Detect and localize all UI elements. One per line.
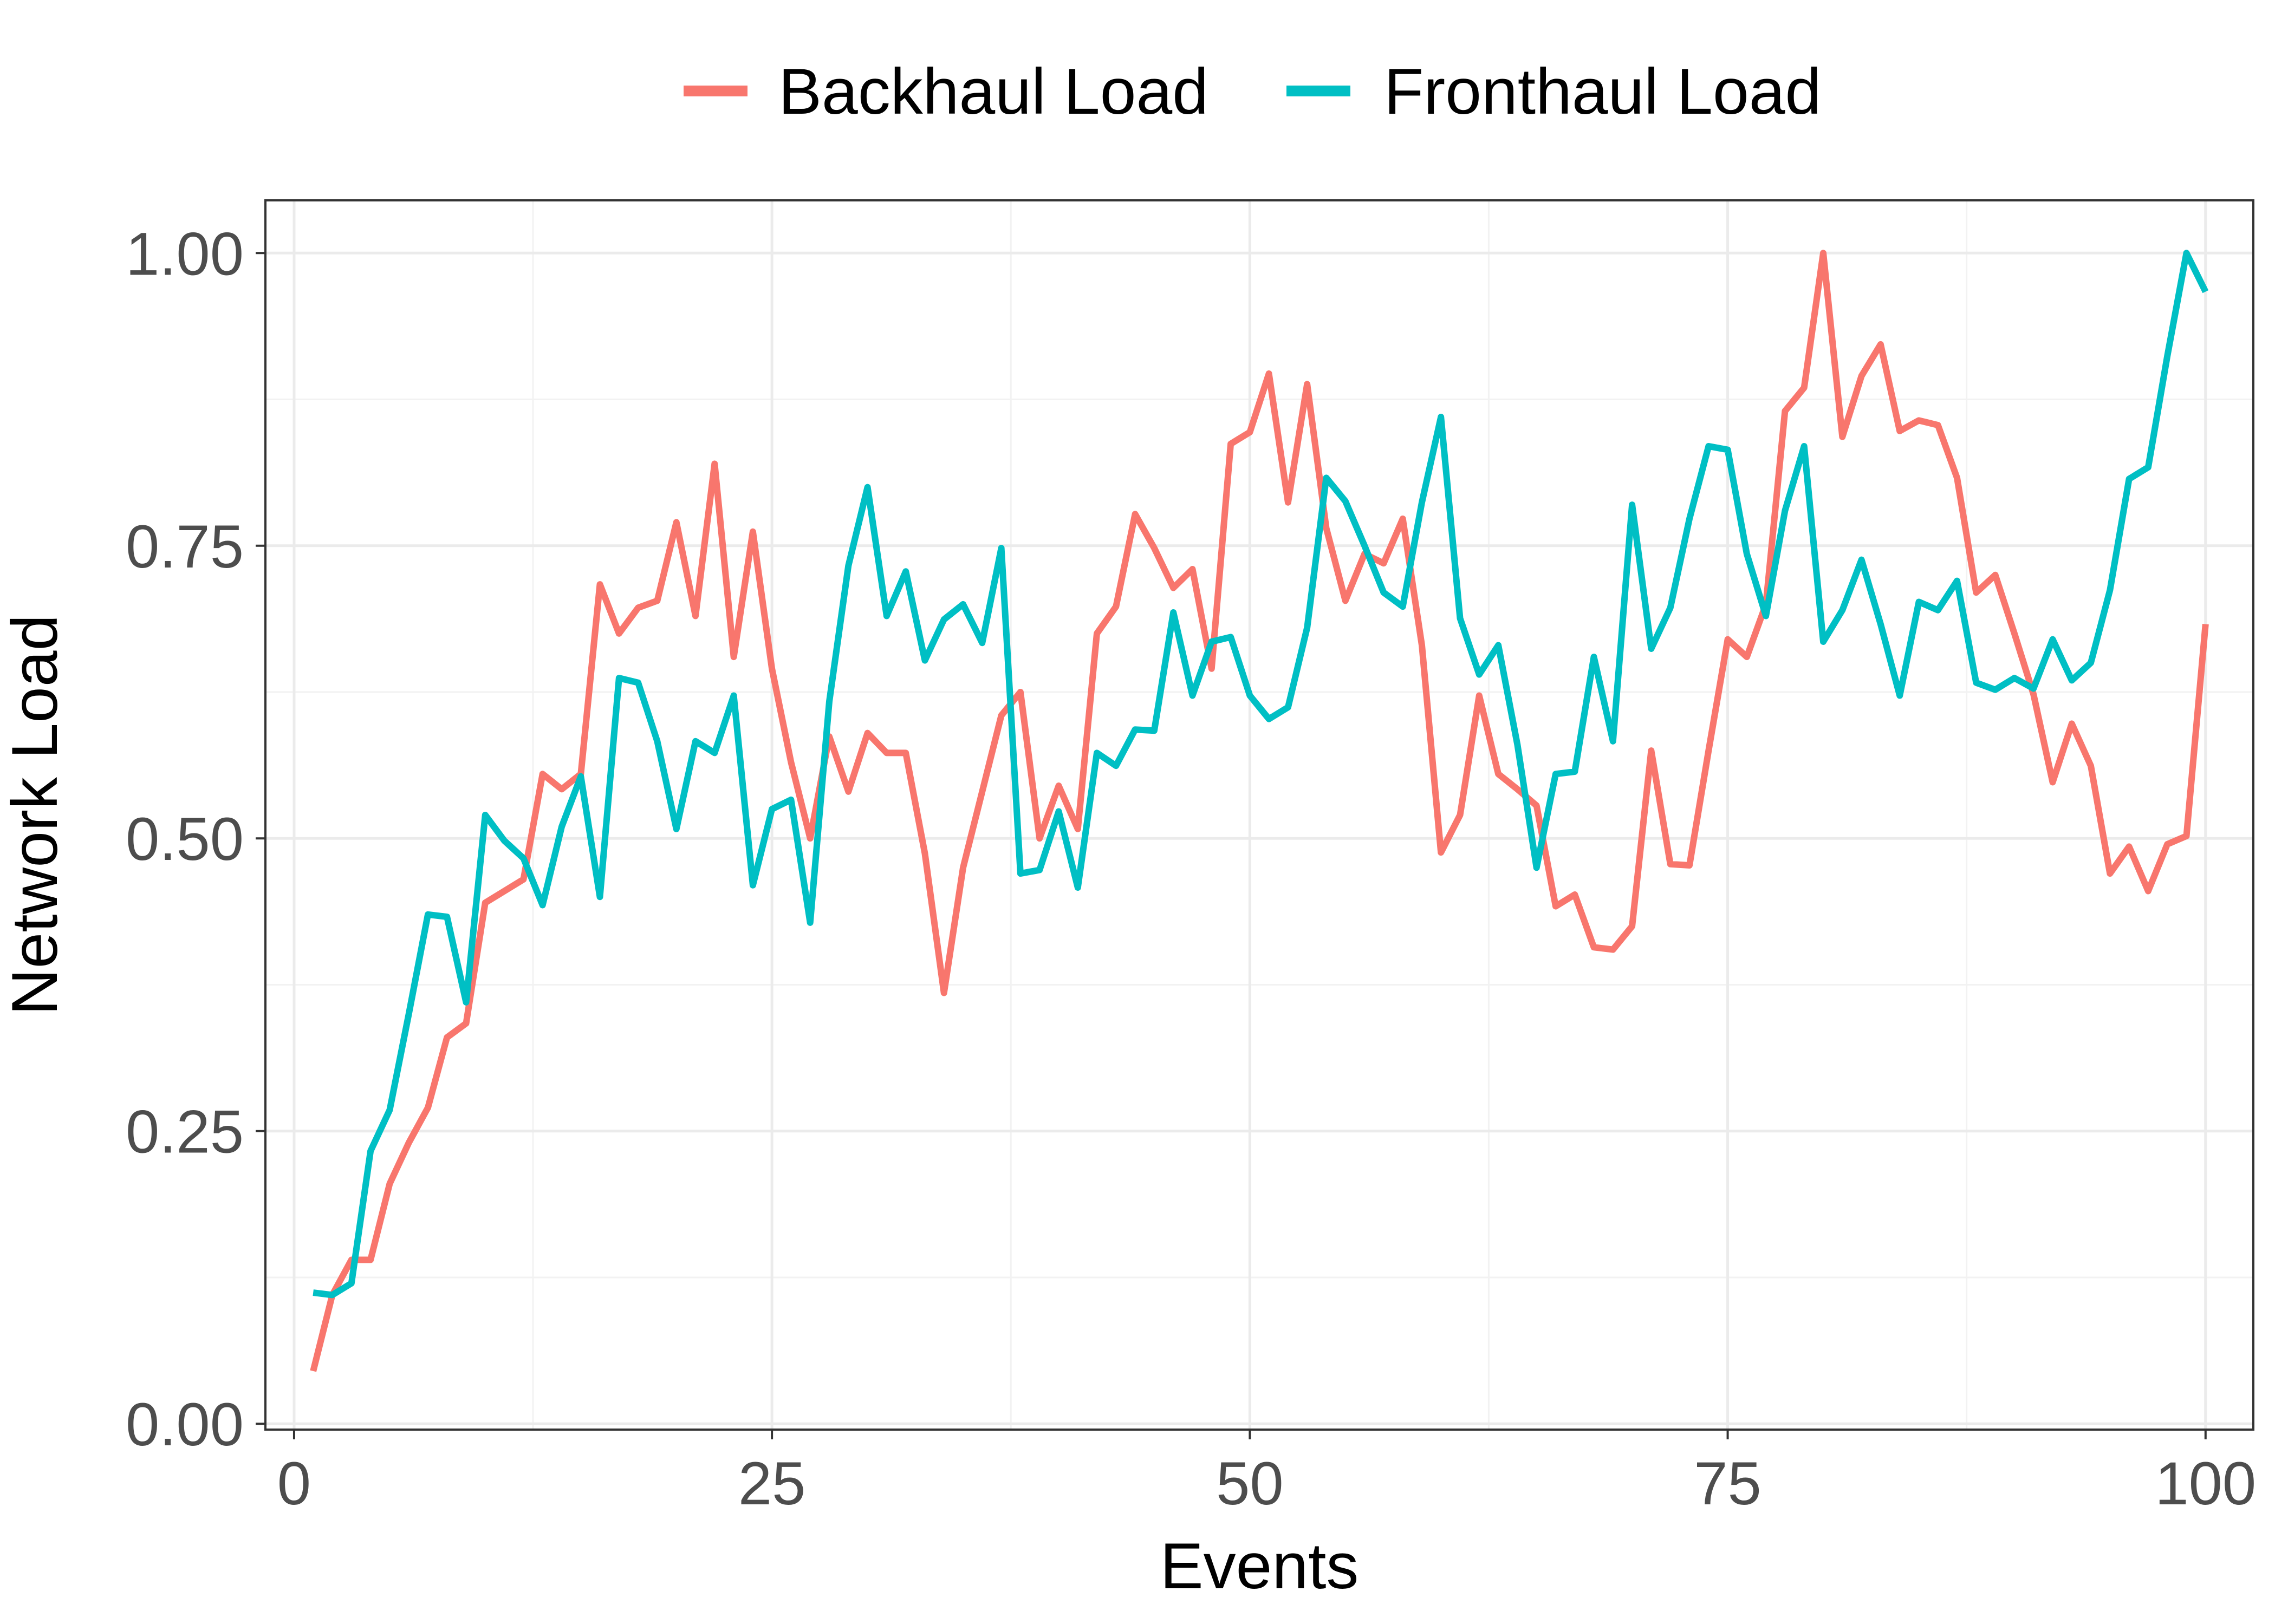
x-tick-label: 100 [2155,1450,2256,1517]
major-gridlines [265,200,2253,1430]
legend: Backhaul Load Fronthaul Load [684,55,1821,128]
y-tick-label: 1.00 [126,220,244,288]
y-tick-label: 0.25 [126,1098,244,1166]
series-line-backhaul-load [310,250,2209,1372]
legend-label-backhaul-load: Backhaul Load [778,55,1208,128]
y-axis-title: Network Load [0,615,71,1015]
x-tick-label: 75 [1694,1450,1761,1517]
y-tick-label: 0.50 [126,805,244,873]
x-tick-label: 25 [738,1450,806,1517]
series-line-fronthaul-load [313,250,2209,1299]
x-axis-title: Events [1160,1530,1359,1602]
x-axis: 0 25 50 75 100 [277,1430,2256,1517]
y-tick-label: 0.75 [126,513,244,581]
plot-panel-border [264,199,2254,1431]
y-tick-label: 0.00 [126,1391,244,1458]
x-tick-label: 0 [277,1450,311,1517]
y-axis: 0.00 0.25 0.50 0.75 1.00 [126,220,265,1458]
legend-label-fronthaul-load: Fronthaul Load [1384,55,1821,128]
x-tick-label: 50 [1216,1450,1284,1517]
series-lines [310,250,2209,1372]
